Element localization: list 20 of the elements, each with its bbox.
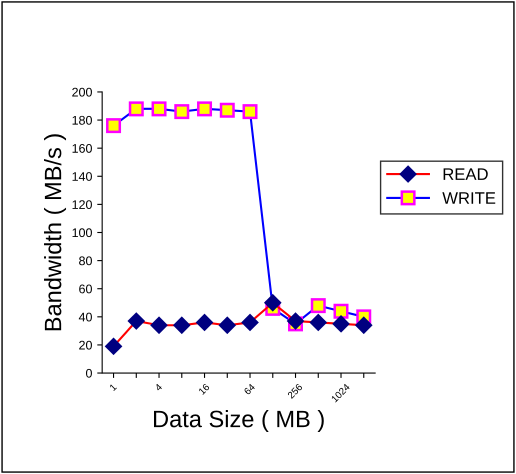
y-tick-label: 160: [72, 144, 92, 153]
x-tick-label: 64: [244, 383, 256, 396]
y-axis-title: Bandwidth ( MB/s ): [44, 134, 66, 330]
x-tick-label: 256: [287, 383, 303, 399]
legend-label: WRITE: [442, 192, 496, 204]
y-tick-label: 40: [78, 312, 92, 322]
legend-label: READ: [444, 168, 488, 180]
y-tick-label: 60: [79, 284, 92, 294]
y-tick-label: 100: [72, 228, 92, 238]
y-tick-label: 0: [86, 368, 92, 378]
x-tick-label: 16: [198, 383, 210, 395]
x-tick-label: 4: [154, 383, 163, 392]
x-axis-title: Data Size ( MB ): [154, 410, 324, 432]
x-tick-label: 1: [109, 383, 117, 392]
y-tick-label: 120: [72, 200, 92, 210]
y-tick-label: 80: [79, 256, 92, 266]
y-tick-label: 140: [72, 172, 92, 181]
y-tick-label: 20: [79, 340, 92, 350]
y-tick-label: 180: [72, 116, 92, 125]
y-tick-label: 200: [72, 88, 92, 97]
